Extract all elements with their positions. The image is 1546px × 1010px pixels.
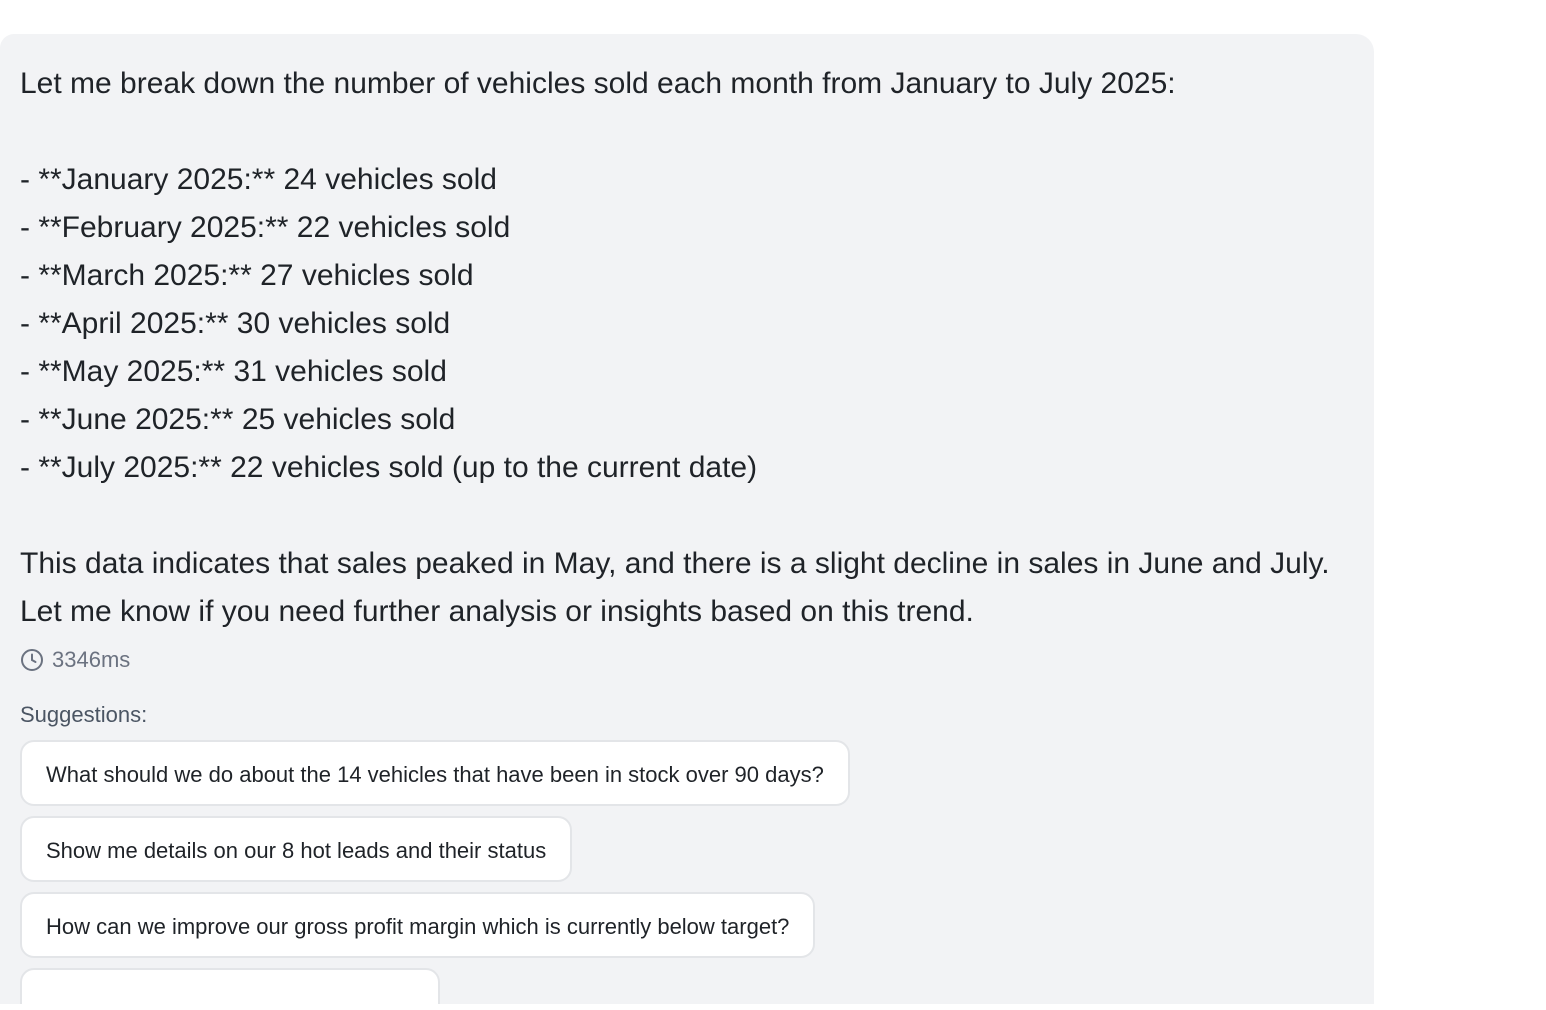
- spacer: [20, 108, 1354, 156]
- spacer: [20, 492, 1354, 540]
- suggestions-list: What should we do about the 14 vehicles …: [20, 740, 1354, 1004]
- message-list-item: - **June 2025:** 25 vehicles sold: [20, 403, 456, 436]
- message-intro: Let me break down the number of vehicles…: [20, 67, 1176, 100]
- suggestion-chip[interactable]: Show me details on our 8 hot leads and t…: [20, 816, 573, 882]
- message-list-item: - **February 2025:** 22 vehicles sold: [20, 211, 511, 244]
- suggestion-chip-partial[interactable]: [20, 968, 440, 1004]
- clock-icon: [21, 649, 43, 671]
- assistant-message-bubble: Let me break down the number of vehicles…: [0, 34, 1374, 1004]
- suggestion-chip[interactable]: What should we do about the 14 vehicles …: [20, 740, 850, 806]
- message-list-item: - **April 2025:** 30 vehicles sold: [20, 307, 451, 340]
- timing-value: 3346ms: [52, 647, 131, 672]
- suggestion-chip[interactable]: How can we improve our gross profit marg…: [20, 892, 816, 958]
- message-summary: This data indicates that sales peaked in…: [20, 547, 1330, 628]
- message-list-item: - **March 2025:** 27 vehicles sold: [20, 259, 474, 292]
- message-list-item: - **May 2025:** 31 vehicles sold: [20, 355, 447, 388]
- message-list-item: - **January 2025:** 24 vehicles sold: [20, 163, 497, 196]
- response-timing: 3346ms: [20, 644, 1354, 676]
- message-list-item: - **July 2025:** 22 vehicles sold (up to…: [20, 451, 758, 484]
- suggestions-label: Suggestions:: [20, 702, 148, 727]
